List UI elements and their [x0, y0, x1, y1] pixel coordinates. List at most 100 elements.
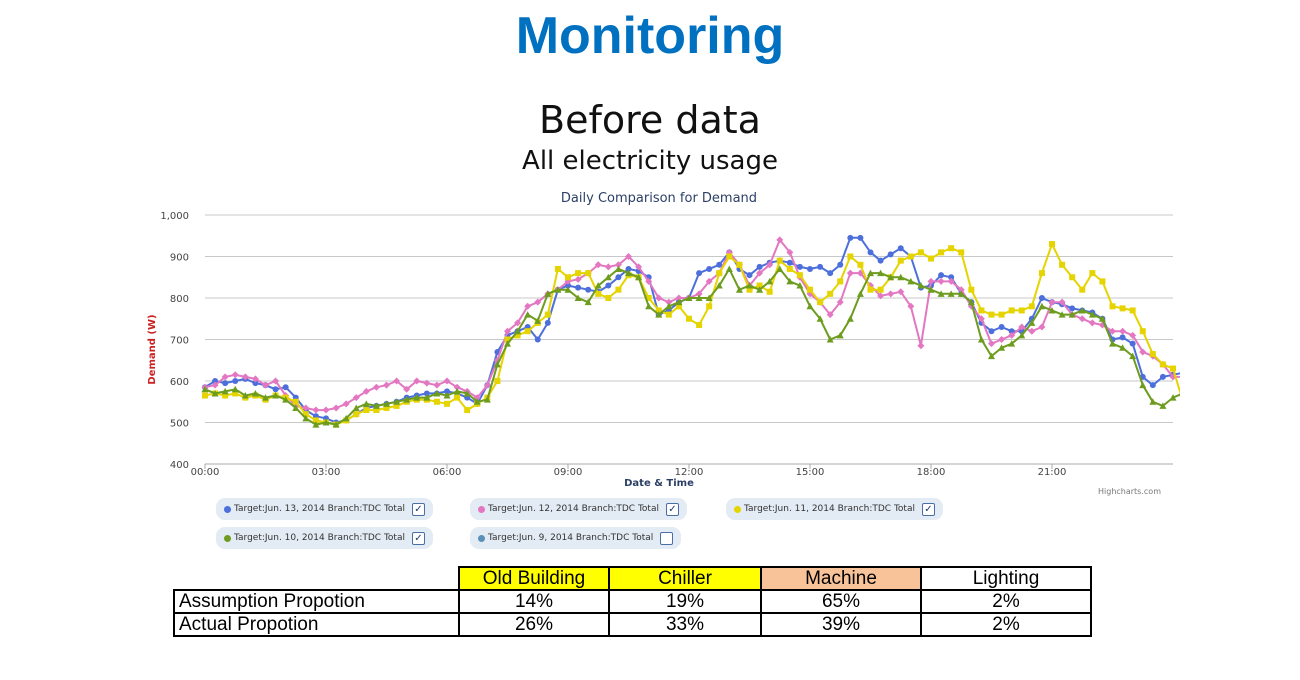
data-point [614, 261, 622, 269]
data-point [977, 315, 985, 323]
data-point [614, 265, 622, 272]
data-point [655, 294, 663, 302]
data-point [786, 259, 793, 266]
data-point [1058, 298, 1066, 306]
data-point [352, 404, 360, 411]
data-point [564, 277, 572, 285]
data-point [736, 261, 743, 268]
data-point [292, 404, 300, 411]
data-point [393, 398, 401, 405]
data-point [615, 286, 622, 293]
data-point [988, 352, 995, 360]
data-point [827, 270, 834, 277]
data-point [917, 249, 924, 256]
data-point [786, 265, 793, 272]
data-point [706, 265, 713, 272]
data-point [988, 328, 995, 335]
data-point [444, 400, 450, 407]
checkbox-unchecked-icon[interactable] [660, 531, 674, 545]
data-point [433, 381, 441, 389]
data-point [453, 387, 461, 395]
data-point [665, 311, 672, 318]
data-point [897, 288, 905, 296]
data-point [857, 234, 864, 241]
data-point [272, 386, 279, 393]
data-point [433, 389, 441, 397]
data-point [544, 319, 551, 326]
data-point [705, 294, 713, 301]
data-point [807, 286, 813, 293]
data-point [927, 277, 935, 285]
data-point [1038, 323, 1046, 331]
y-tick-label: 700 [170, 336, 189, 347]
data-point [251, 375, 259, 383]
data-point [655, 307, 662, 314]
data-point [221, 373, 229, 381]
data-point [464, 407, 471, 414]
checkbox-checked-icon[interactable]: ✓ [921, 502, 935, 516]
data-point [1048, 298, 1056, 306]
data-point [1038, 270, 1045, 277]
data-point [534, 317, 542, 324]
checkbox-checked-icon[interactable]: ✓ [411, 531, 425, 545]
data-point [1129, 340, 1136, 347]
data-point [322, 419, 330, 426]
table-cell: 14% [458, 589, 610, 614]
data-point [585, 286, 592, 293]
data-point [594, 261, 602, 269]
data-point [1088, 311, 1096, 318]
data-point [362, 387, 370, 395]
data-point [837, 261, 844, 268]
legend-item-jun11[interactable]: Target:Jun. 11, 2014 Branch:TDC Total ✓ [726, 498, 943, 520]
data-point [1008, 340, 1016, 347]
data-point [605, 282, 612, 289]
data-point [251, 389, 259, 397]
data-point [534, 298, 542, 306]
data-point [524, 302, 532, 310]
data-point [836, 298, 844, 306]
slide-subheading: All electricity usage [522, 146, 778, 176]
data-point [272, 392, 280, 399]
data-point [1170, 365, 1176, 372]
data-point [493, 360, 501, 368]
data-point [897, 273, 905, 281]
legend-item-jun13[interactable]: Target:Jun. 13, 2014 Branch:TDC Total ✓ [216, 498, 433, 520]
data-point [1149, 351, 1156, 358]
data-point [1038, 295, 1045, 301]
data-point [847, 234, 854, 241]
checkbox-checked-icon[interactable]: ✓ [665, 502, 679, 516]
legend-label: Target:Jun. 13, 2014 Branch:TDC Total [234, 504, 405, 514]
data-point [211, 389, 219, 397]
data-point [1088, 319, 1096, 327]
data-point [716, 261, 723, 268]
legend-label: Target:Jun. 10, 2014 Branch:TDC Total [234, 533, 405, 543]
data-point [968, 286, 975, 293]
table-corner-cell [174, 567, 459, 590]
data-point [1068, 311, 1076, 318]
data-point [292, 398, 299, 405]
checkbox-checked-icon[interactable]: ✓ [411, 502, 425, 516]
legend-item-jun9[interactable]: Target:Jun. 9, 2014 Branch:TDC Total [470, 527, 682, 549]
data-point [514, 327, 522, 335]
data-point [504, 327, 511, 335]
data-point [635, 263, 643, 271]
data-point [1089, 270, 1096, 277]
data-point [383, 400, 390, 407]
data-point [726, 253, 733, 260]
data-point [554, 265, 561, 272]
chart-title: Daily Comparison for Demand [561, 191, 757, 206]
data-point [332, 421, 340, 428]
data-point [675, 298, 683, 306]
legend-item-jun12[interactable]: Target:Jun. 12, 2014 Branch:TDC Total ✓ [470, 498, 687, 520]
data-point [514, 319, 522, 327]
data-point [241, 392, 249, 399]
data-point [534, 336, 541, 343]
data-point [686, 315, 692, 322]
data-point [988, 311, 995, 318]
data-point [846, 315, 854, 322]
data-point [453, 383, 461, 391]
data-point [332, 404, 340, 412]
data-point [604, 273, 612, 281]
legend-item-jun10[interactable]: Target:Jun. 10, 2014 Branch:TDC Total ✓ [216, 527, 433, 549]
data-point [948, 274, 955, 281]
